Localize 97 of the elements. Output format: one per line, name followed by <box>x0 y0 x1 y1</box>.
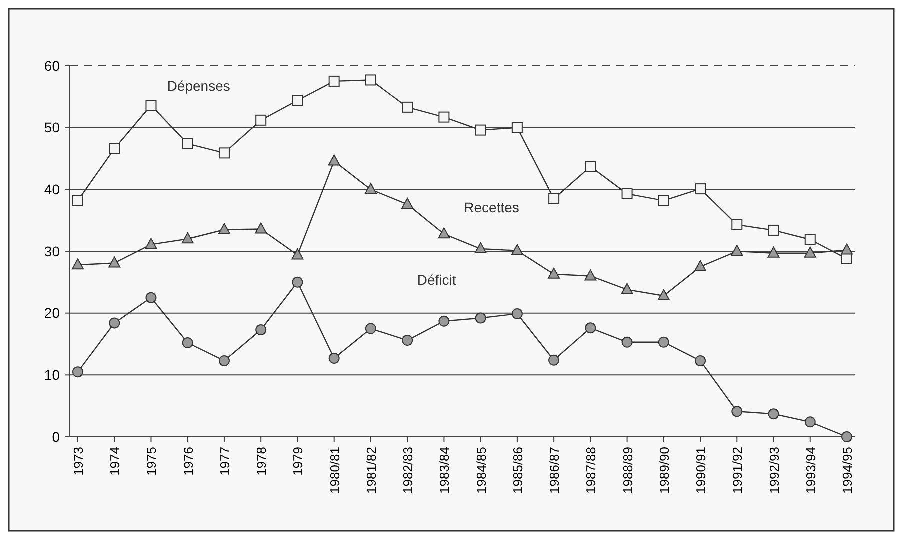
point <box>146 100 157 112</box>
x-tick-label: 1973 <box>71 447 86 476</box>
point <box>695 355 706 366</box>
point <box>585 161 596 172</box>
x-tick-label: 1980/81 <box>327 447 342 494</box>
point <box>292 95 304 106</box>
x-tick-label: 1976 <box>180 447 196 476</box>
point <box>182 232 194 244</box>
point <box>145 238 158 250</box>
x-tick-label: 1982/83 <box>400 447 416 494</box>
point <box>72 258 84 270</box>
x-tick-label: 1994/95 <box>840 447 855 494</box>
point <box>109 318 120 329</box>
point <box>255 222 268 234</box>
x-tick-label: 1987/88 <box>584 447 599 494</box>
point <box>548 193 560 204</box>
x-tick-label: 1974 <box>108 447 123 476</box>
y-tick-label: 30 <box>44 243 60 260</box>
point <box>768 224 780 236</box>
x-tick-label: 1990/91 <box>694 447 709 494</box>
point <box>108 256 121 268</box>
point <box>585 322 596 334</box>
x-tick-label: 1991/92 <box>730 447 746 494</box>
point <box>72 195 84 206</box>
y-tick-label: 60 <box>44 58 60 74</box>
x-tick-label: 1986/87 <box>547 447 562 494</box>
point <box>804 416 816 428</box>
point <box>402 102 414 113</box>
point <box>402 335 414 346</box>
y-tick-label: 50 <box>44 120 60 136</box>
text: Déficit <box>417 272 456 288</box>
point <box>328 76 340 87</box>
point <box>548 354 560 366</box>
point <box>584 270 597 281</box>
point <box>768 246 780 258</box>
point <box>804 234 816 246</box>
y-tick-label: 0 <box>52 428 60 445</box>
point <box>695 184 706 195</box>
point <box>512 308 523 320</box>
point <box>218 223 230 234</box>
point <box>732 406 743 418</box>
point <box>365 323 376 334</box>
point <box>475 124 486 136</box>
point <box>109 143 120 154</box>
point <box>475 312 486 324</box>
x-tick-label: 1984/85 <box>474 447 489 494</box>
point <box>218 355 230 366</box>
point <box>402 198 414 210</box>
point <box>292 276 304 288</box>
x-tick-label: 1992/93 <box>766 447 782 494</box>
point <box>474 242 487 254</box>
point <box>548 268 560 279</box>
point <box>365 74 376 86</box>
point <box>256 114 267 126</box>
point <box>364 183 377 194</box>
series-label: Recettes <box>464 199 520 216</box>
point <box>438 316 450 327</box>
point <box>512 122 523 134</box>
point <box>658 336 670 348</box>
point <box>842 432 852 442</box>
point <box>841 244 853 255</box>
x-tick-label: 1977 <box>217 447 232 476</box>
x-tick-label: 1989/90 <box>656 447 672 494</box>
x-tick-label: 1975 <box>144 447 160 476</box>
point <box>182 338 194 349</box>
series-label: Dépenses <box>167 78 230 94</box>
y-tick-label: 20 <box>44 305 60 322</box>
point <box>804 246 816 258</box>
point <box>182 138 194 150</box>
point <box>328 154 340 166</box>
point <box>256 324 267 336</box>
y-tick-label: 10 <box>44 367 60 384</box>
point <box>146 292 157 304</box>
point <box>658 290 670 301</box>
x-tick-label: 1993/94 <box>803 447 818 494</box>
point <box>438 112 450 123</box>
x-tick-label: 1978 <box>254 447 270 476</box>
x-tick-label: 1985/86 <box>510 447 526 494</box>
point <box>72 366 84 378</box>
x-tick-label: 1981/82 <box>364 447 379 494</box>
point <box>622 188 633 200</box>
point <box>438 228 450 239</box>
point <box>292 248 304 260</box>
y-tick-label: 40 <box>44 182 60 198</box>
point <box>328 352 340 364</box>
x-tick-label: 1988/89 <box>620 447 636 494</box>
point <box>658 195 670 206</box>
point <box>218 148 230 159</box>
point <box>511 244 524 256</box>
point <box>622 336 633 348</box>
point <box>694 260 707 272</box>
point <box>621 283 634 294</box>
point <box>731 245 744 256</box>
point <box>768 408 780 420</box>
x-tick-label: 1983/84 <box>437 447 452 494</box>
x-tick-label: 1979 <box>290 447 306 476</box>
point <box>732 219 743 230</box>
